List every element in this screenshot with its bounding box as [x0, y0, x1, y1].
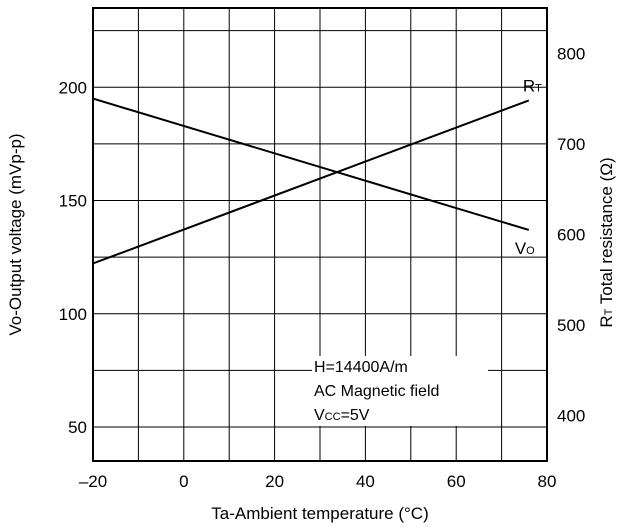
- annotation-background: [312, 356, 488, 426]
- y-axis-left-title: Vo-Output voltage (mVp-p): [6, 133, 25, 335]
- series-label-rt: RT: [523, 76, 542, 95]
- annotation-line-2: AC Magnetic field: [314, 383, 439, 400]
- y-right-tick-label: 800: [557, 44, 585, 63]
- annotation: H=14400A/m AC Magnetic field VCC=5V: [312, 356, 488, 426]
- x-tick-label: 80: [538, 472, 557, 491]
- x-tick-label: –20: [79, 472, 107, 491]
- tick-labels: –20 0 20 40 60 80 50 100 150 200 400 500 600 700 800: [59, 44, 586, 491]
- series-label-vo-main: V: [515, 239, 527, 258]
- y-right-tick-label: 600: [557, 226, 585, 245]
- x-tick-label: 0: [179, 472, 188, 491]
- series-label-rt-main: R: [523, 76, 535, 95]
- annotation-vcc-main: V: [314, 407, 325, 424]
- y-left-tick-label: 200: [59, 78, 87, 97]
- y-left-tick-label: 50: [68, 418, 87, 437]
- series-line-rt: [92, 99, 530, 265]
- x-tick-label: 20: [265, 472, 284, 491]
- annotation-line-3: VCC=5V: [314, 407, 370, 424]
- annotation-line-1: H=14400A/m: [314, 359, 408, 376]
- y-axis-right-title: RT Total resistance (Ω): [597, 157, 616, 327]
- x-axis-title: Ta-Ambient temperature (°C): [211, 504, 428, 523]
- y-axis-right-title-main: R: [597, 315, 616, 327]
- y-left-tick-label: 150: [59, 192, 87, 211]
- x-tick-label: 60: [447, 472, 466, 491]
- series-lines: [92, 97, 530, 265]
- x-tick-label: 40: [356, 472, 375, 491]
- series-label-vo: VO: [515, 239, 535, 258]
- series-label-vo-sub: O: [526, 245, 535, 257]
- series-line-vo: [92, 97, 530, 231]
- y-right-tick-label: 700: [557, 135, 585, 154]
- plot-frame: [92, 7, 548, 462]
- y-axis-right-title-rest: Total resistance (Ω): [597, 157, 616, 308]
- annotation-vcc-rest: =5V: [341, 407, 370, 424]
- grid: [93, 8, 547, 461]
- y-left-tick-label: 100: [59, 305, 87, 324]
- y-right-tick-label: 500: [557, 316, 585, 335]
- y-right-tick-label: 400: [557, 407, 585, 426]
- y-axis-right-title-sub: T: [603, 308, 615, 315]
- annotation-vcc-sub: CC: [325, 411, 341, 423]
- series-label-rt-sub: T: [535, 82, 542, 94]
